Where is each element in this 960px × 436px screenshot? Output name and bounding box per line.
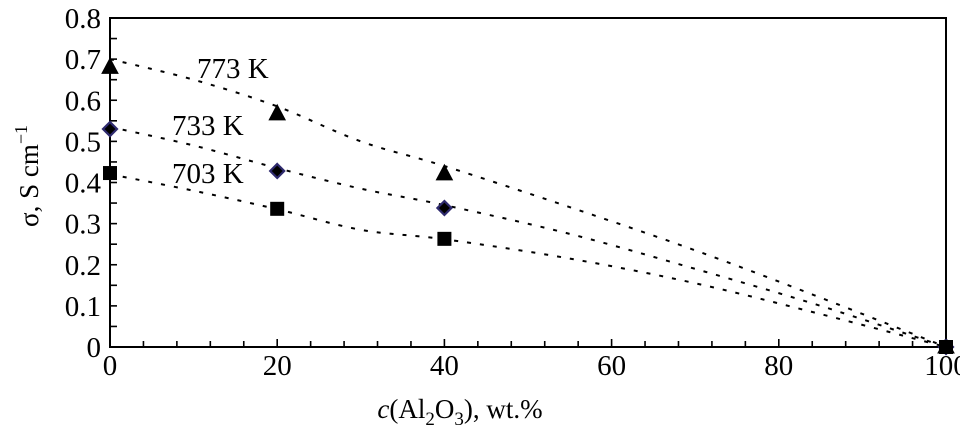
data-point-703k-square-icon (939, 340, 953, 354)
x-tick-label: 100 (924, 350, 960, 382)
data-point-703k-square-icon (270, 201, 285, 216)
y-tick-label: 0.4 (65, 168, 102, 200)
y-tick-label: 0.1 (65, 291, 101, 323)
series-label-773k: 773 K (197, 53, 269, 85)
data-point-773k-triangle-icon (101, 57, 119, 74)
trend-line-703k (109, 173, 947, 348)
series-label-733k: 733 K (172, 110, 244, 142)
y-tick-label: 0.5 (65, 126, 101, 158)
y-tick-label: 0 (87, 332, 102, 364)
data-point-773k-triangle-icon (268, 103, 287, 121)
y-axis-title: σ, S cm−1 (11, 125, 44, 227)
y-tick-label: 0.3 (65, 209, 101, 241)
data-point-733k-diamond-icon (435, 199, 453, 217)
y-axis-tick-labels: 0 0.1 0.2 0.3 0.4 0.5 0.6 0.7 0.8 (65, 3, 102, 364)
y-tick-label: 0.8 (65, 3, 101, 35)
data-point-733k-diamond-icon (101, 120, 119, 138)
x-tick-label: 20 (263, 350, 292, 382)
x-axis-ticks (109, 339, 947, 347)
data-point-773k-triangle-icon (435, 163, 454, 181)
data-point-703k-square-icon (103, 166, 117, 181)
y-tick-label: 0.6 (65, 85, 101, 117)
trend-line-773k (109, 58, 947, 348)
x-axis-title: c(Al2O3), wt.% (377, 394, 542, 430)
x-tick-label: 60 (597, 350, 626, 382)
data-point-703k-square-icon (437, 231, 452, 246)
series-labels: 773 K 733 K 703 K (172, 53, 269, 190)
x-tick-label: 0 (103, 350, 118, 382)
data-points (101, 57, 955, 356)
data-point-733k-diamond-icon (268, 162, 286, 180)
x-tick-label: 40 (430, 350, 459, 382)
y-axis-ticks (110, 17, 117, 348)
y-tick-label: 0.7 (65, 44, 101, 76)
x-axis-tick-labels: 0 20 40 60 80 100 (103, 350, 960, 382)
series-label-703k: 703 K (172, 158, 244, 190)
x-tick-label: 80 (764, 350, 793, 382)
y-tick-label: 0.2 (65, 250, 101, 282)
trend-lines (109, 58, 947, 348)
